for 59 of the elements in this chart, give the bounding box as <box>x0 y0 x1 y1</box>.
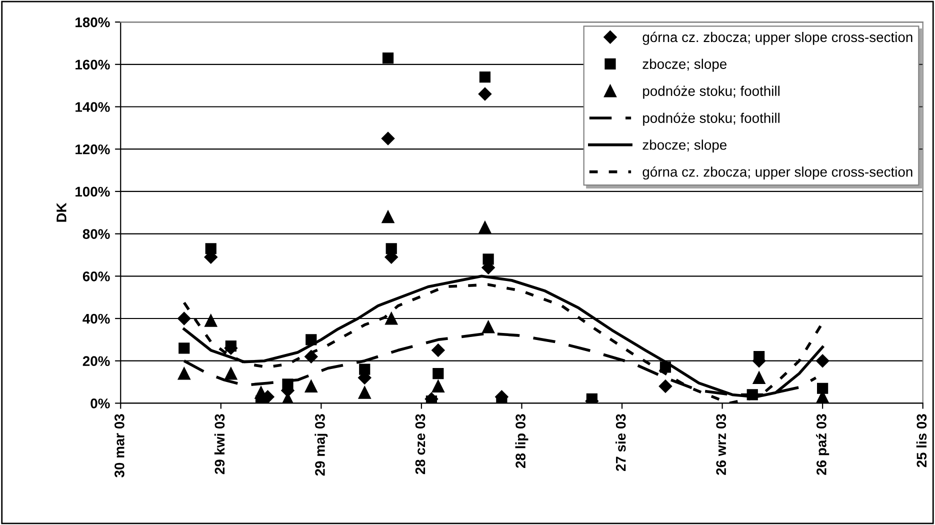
point <box>382 210 394 224</box>
y-tick-label: 160% <box>76 60 110 70</box>
point <box>816 354 830 368</box>
x-tick-label: 29 maj 03 <box>314 414 328 476</box>
y-tick-label: 40% <box>82 314 110 324</box>
point <box>178 342 190 354</box>
point <box>754 351 765 362</box>
point <box>658 380 672 393</box>
point <box>482 254 494 265</box>
legend-label: podnóże stoku; foothill <box>643 86 780 99</box>
x-tick-label: 27 sie 03 <box>616 414 626 472</box>
x-tick-label: 26 wrz 03 <box>716 414 726 475</box>
point <box>386 243 397 254</box>
point <box>381 132 395 146</box>
y-tick-label: 180% <box>76 17 110 28</box>
y-tick-label: 20% <box>82 356 110 366</box>
point <box>304 350 318 364</box>
point <box>817 382 828 394</box>
point <box>224 367 238 380</box>
point <box>359 364 370 375</box>
y-tick-label: 100% <box>76 186 110 197</box>
point <box>660 362 672 373</box>
x-tick-label: 28 lip 03 <box>515 414 528 468</box>
point <box>204 314 218 327</box>
legend-label: górna cz. zbocza; upper slope cross-section <box>642 166 912 180</box>
x-tick-label: 25 lis 03 <box>916 414 927 468</box>
point <box>478 87 492 101</box>
point <box>382 52 394 64</box>
point <box>205 243 216 254</box>
x-tick-label: 30 mar 03 <box>114 414 124 478</box>
point <box>746 389 758 400</box>
point <box>752 372 766 384</box>
legend-label: podnóże stoku; foothill <box>643 112 780 126</box>
point <box>432 368 444 380</box>
point <box>482 320 495 334</box>
point <box>304 380 318 393</box>
x-tick-label: 28 cze 03 <box>415 414 426 474</box>
point <box>432 380 444 393</box>
legend-label: zbocze; slope <box>642 140 726 153</box>
point <box>385 312 398 325</box>
y-tick-label: 60% <box>82 271 110 282</box>
y-tick-label: 140% <box>76 102 110 112</box>
point <box>282 378 294 390</box>
point <box>432 344 445 357</box>
point <box>225 340 236 352</box>
x-tick-label: 26 paź 03 <box>816 414 830 475</box>
point <box>178 367 190 380</box>
legend-label: zbocze; slope <box>642 58 726 72</box>
y-axis-title: DK <box>56 202 66 222</box>
point <box>478 221 492 234</box>
x-tick-label: 29 kwi 03 <box>214 414 225 474</box>
y-tick-label: 0% <box>90 398 110 408</box>
point <box>178 312 191 326</box>
y-tick-label: 120% <box>76 144 110 154</box>
y-tick-label: 80% <box>82 229 110 239</box>
legend-label: górna cz. zbocza; upper slope cross-section <box>642 32 912 45</box>
point <box>306 334 317 346</box>
point <box>479 72 491 83</box>
point <box>358 386 371 399</box>
